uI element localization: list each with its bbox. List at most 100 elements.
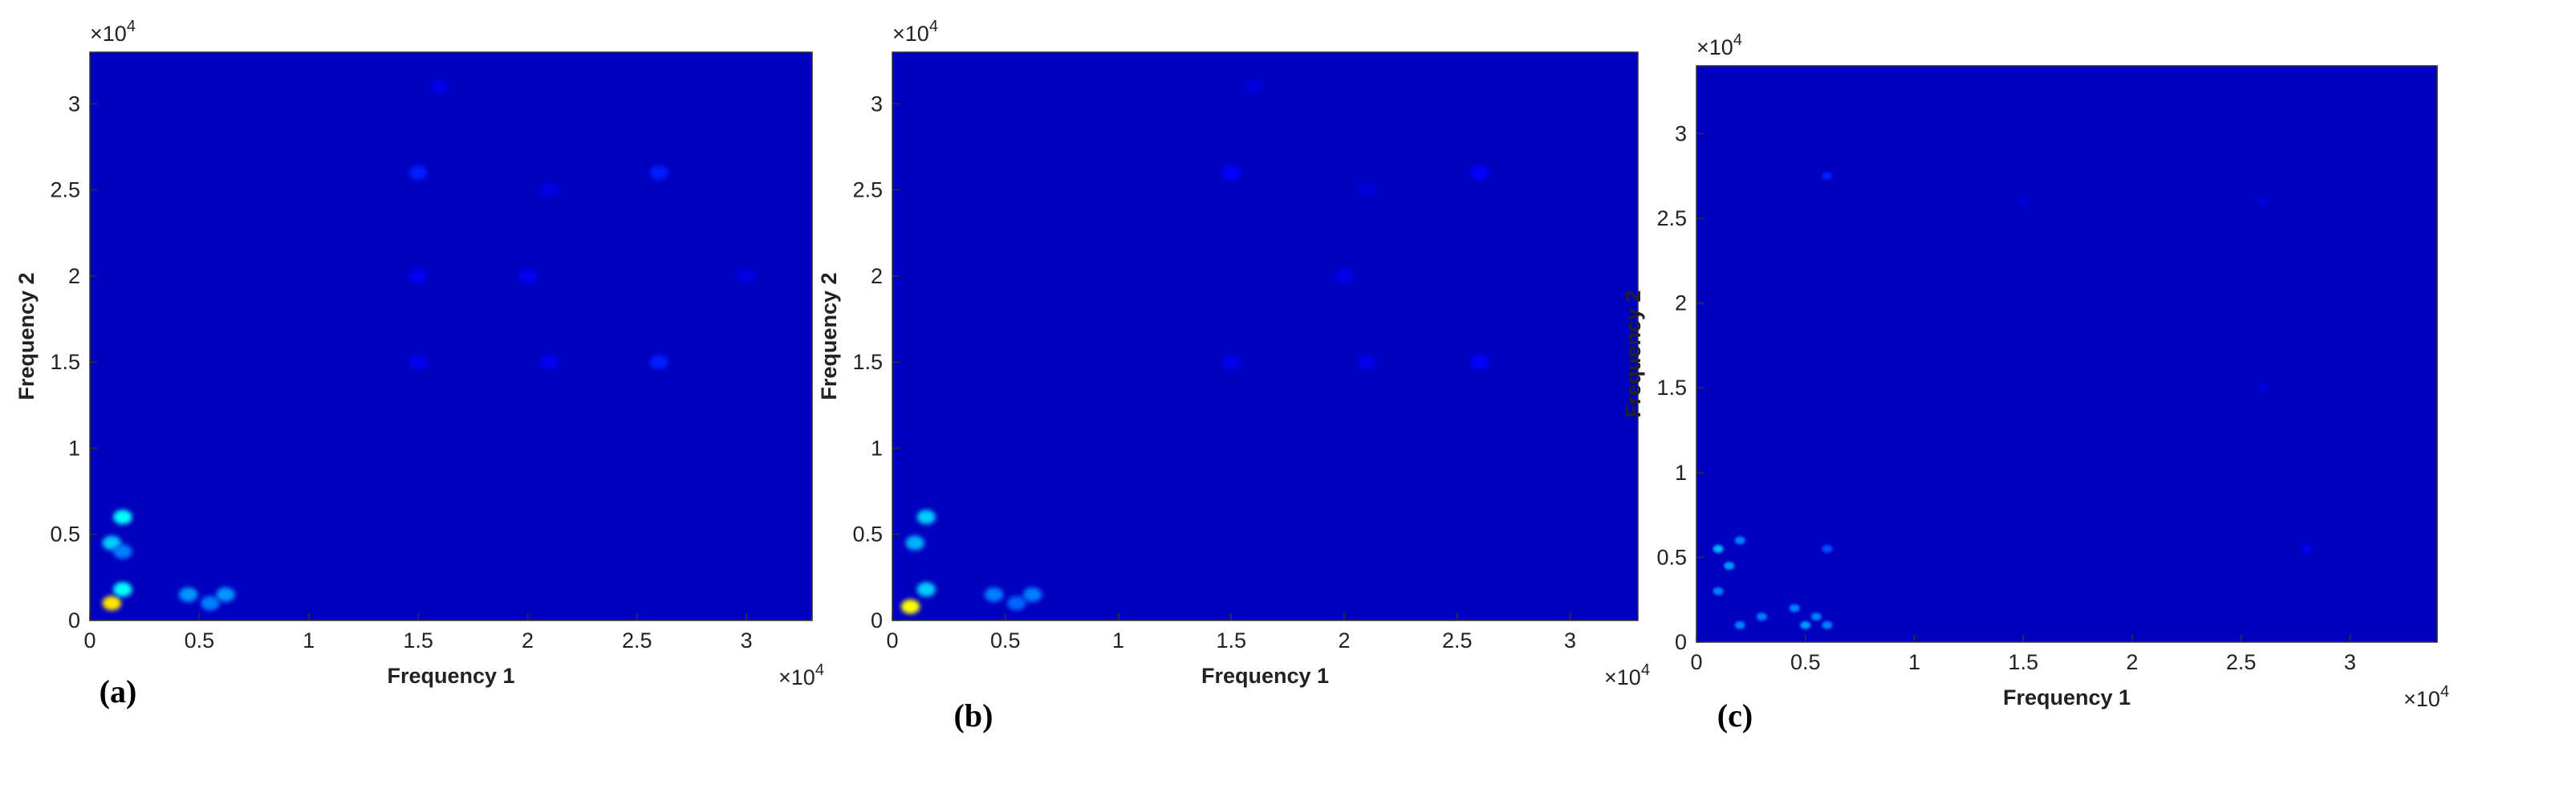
y-tick-label: 0 [1675, 630, 1687, 654]
heatmap-background [1696, 66, 2437, 642]
heatmap-spot [408, 355, 428, 370]
heatmap-cells [900, 79, 1489, 614]
y-tick-label: 1 [871, 436, 883, 460]
x-tick-label: 1 [1908, 650, 1920, 674]
axes-box [892, 51, 1639, 621]
heatmap-spot [1357, 182, 1376, 197]
heatmap-spot [737, 268, 756, 283]
heatmap-spot [1221, 165, 1241, 181]
heatmap-spot [649, 165, 668, 181]
heatmap-spot [1822, 544, 1833, 553]
heatmap-spot [1822, 172, 1833, 181]
heatmap-spot [649, 355, 668, 370]
heatmap-spot [1756, 612, 1767, 621]
heatmap-spot [916, 510, 936, 525]
heatmap-spot [1822, 620, 1833, 629]
heatmap-spot [1789, 604, 1800, 612]
heatmap-spot [1357, 355, 1376, 370]
y-tick-label: 3 [68, 91, 80, 116]
x-axis-label: Frequency 1 [1201, 664, 1329, 688]
x-tick-label: 2.5 [2226, 650, 2257, 674]
x-tick-label: 2 [2126, 650, 2138, 674]
heatmap-spot [201, 596, 220, 611]
heatmap-spot [900, 599, 920, 614]
y-tick-label: 0.5 [50, 523, 80, 547]
x-scale-base: ×10 [2403, 687, 2440, 711]
x-scale-power: 4 [815, 661, 824, 679]
y-scale-power: 4 [929, 18, 938, 35]
x-tick-label: 3 [741, 628, 753, 653]
y-tick-label: 0 [871, 608, 883, 632]
y-tick-label: 1 [1675, 461, 1687, 485]
panel: 0 0.5 1 1.5 2 2.5 3 0 0.5 1 1.5 2 2.5 3 Frequency 1 Fre… [817, 18, 1650, 734]
x-scale-factor: ×104 [778, 661, 824, 689]
heatmap-background [892, 52, 1638, 620]
x-scale-factor: ×104 [2403, 683, 2449, 711]
x-tick-label: 2.5 [622, 628, 652, 653]
y-tick-label: 0.5 [852, 523, 883, 547]
heatmap-spot [408, 165, 428, 181]
x-tick-label: 3 [2344, 650, 2356, 674]
y-tick-label: 2 [1675, 291, 1687, 315]
x-tick-label: 1.5 [1216, 628, 1246, 653]
heatmap-spot [113, 544, 132, 559]
heatmap-spot [113, 510, 132, 525]
heatmap-spot [430, 79, 450, 94]
heatmap-spot [113, 582, 132, 597]
x-scale-base: ×10 [1604, 665, 1641, 689]
x-scale-factor: ×104 [1604, 661, 1650, 689]
heatmap-background [90, 52, 812, 620]
heatmap-spot [2257, 384, 2269, 392]
panel: 0 0.5 1 1.5 2 2.5 3 0 0.5 1 1.5 2 2.5 3 Frequency 1 Fre… [1621, 31, 2449, 734]
y-tick-label: 3 [871, 91, 883, 116]
y-scale-base: ×10 [1696, 35, 1733, 59]
y-tick-label: 2 [68, 264, 80, 288]
heatmap-spot [2017, 197, 2029, 205]
heatmap-spot [216, 587, 235, 602]
x-tick-label: 1.5 [2008, 650, 2038, 674]
heatmap-spot [1022, 587, 1042, 602]
y-axis-label: Frequency 2 [14, 272, 39, 400]
heatmap-spot [1734, 620, 1745, 629]
panel-label: (c) [1717, 697, 1753, 734]
heatmap-spot [1713, 587, 1724, 596]
x-axis-label: Frequency 1 [2003, 685, 2131, 710]
heatmap-spot [408, 268, 428, 283]
y-axis-label: Frequency 2 [817, 272, 841, 400]
axes-box [1696, 65, 2438, 643]
x-axis-label: Frequency 1 [387, 664, 514, 688]
y-scale-base: ×10 [892, 22, 929, 46]
heatmap-cells [102, 79, 756, 611]
heatmap-spot [1800, 620, 1811, 629]
x-tick-label: 2 [1339, 628, 1351, 653]
heatmap-cells [1713, 172, 2312, 629]
heatmap-spot [984, 587, 1004, 602]
y-axis-label: Frequency 2 [1621, 290, 1645, 417]
y-tick-label: 1.5 [50, 350, 80, 374]
y-tick-label: 2.5 [50, 178, 80, 202]
heatmap-spot [1470, 355, 1489, 370]
x-scale-power: 4 [1641, 661, 1650, 679]
y-scale-factor: ×104 [90, 18, 136, 46]
y-tick-label: 1.5 [1656, 376, 1687, 400]
heatmap-spot [540, 355, 559, 370]
heatmap-spot [1244, 79, 1264, 94]
x-tick-label: 0 [83, 628, 95, 653]
y-tick-label: 2.5 [852, 178, 883, 202]
x-tick-label: 1 [1112, 628, 1124, 653]
y-tick-label: 2.5 [1656, 206, 1687, 230]
y-tick-label: 0.5 [1656, 545, 1687, 569]
heatmap-spot [1007, 596, 1026, 611]
y-tick-label: 3 [1675, 121, 1687, 145]
y-scale-factor: ×104 [1696, 31, 1742, 59]
heatmap-spot [102, 596, 121, 611]
x-tick-label: 0.5 [990, 628, 1021, 653]
heatmap-spot [540, 182, 559, 197]
x-scale-power: 4 [2440, 683, 2449, 701]
x-tick-label: 3 [1564, 628, 1576, 653]
x-tick-label: 0 [1690, 650, 1702, 674]
heatmap-spot [1221, 355, 1241, 370]
y-tick-label: 1.5 [852, 350, 883, 374]
y-scale-factor: ×104 [892, 18, 938, 46]
